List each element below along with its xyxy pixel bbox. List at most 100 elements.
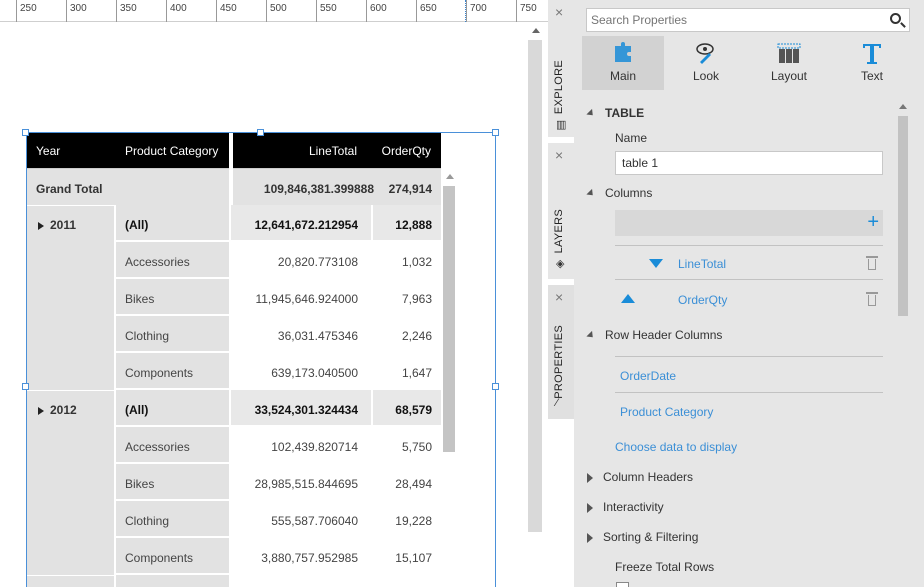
header-order-qty[interactable]: OrderQty: [381, 144, 431, 158]
resize-handle-left[interactable]: [22, 383, 29, 390]
section-sorting-filtering[interactable]: Sorting & Filtering: [587, 530, 698, 544]
ruler-position-marker: [465, 0, 466, 22]
tab-main[interactable]: Main: [582, 36, 664, 90]
canvas-vertical-scrollbar[interactable]: [526, 22, 548, 587]
category-label: Accessories: [125, 255, 190, 269]
line-total-value: 28,985,515.844695: [254, 477, 358, 491]
tab-look-label: Look: [692, 69, 720, 83]
grand-total-line-total: 109,846,381.399888: [263, 182, 374, 196]
tab-text[interactable]: Text: [831, 36, 913, 90]
search-input[interactable]: [591, 12, 871, 28]
category-label: Bikes: [125, 292, 155, 306]
order-qty-value: 12,888: [395, 218, 432, 232]
row-header-order-date[interactable]: OrderDate: [620, 369, 677, 383]
category-label: Clothing: [125, 329, 170, 343]
table-cell: [231, 390, 371, 425]
line-total-value: 11,945,646.924000: [255, 292, 358, 306]
table-scrollbar-thumb[interactable]: [443, 186, 455, 452]
row-header-product-category[interactable]: Product Category: [620, 405, 714, 419]
table-row-header: [116, 501, 229, 536]
next-group-cell: [116, 575, 229, 587]
section-interactivity[interactable]: Interactivity: [587, 500, 664, 514]
header-product-category[interactable]: Product Category: [125, 144, 219, 158]
next-group-cell: [26, 575, 114, 587]
table-cell: [371, 538, 441, 573]
ruler-tick-label: 250: [20, 3, 37, 14]
table-cell: [371, 501, 441, 536]
grand-total-label: Grand Total: [36, 182, 103, 196]
tab-layers[interactable]: × LAYERS ◈: [548, 143, 574, 279]
expand-icon[interactable]: [38, 221, 44, 230]
choose-data-link[interactable]: Choose data to display: [615, 440, 738, 454]
scroll-up-arrow-icon[interactable]: [899, 104, 907, 109]
tab-explore-label: EXPLORE: [553, 60, 565, 115]
canvas-scroll-thumb[interactable]: [528, 40, 542, 532]
section-column-headers[interactable]: Column Headers: [587, 470, 693, 484]
resize-handle-right[interactable]: [492, 383, 499, 390]
delete-icon[interactable]: [866, 256, 878, 270]
table-row-header: [116, 538, 229, 573]
delete-icon[interactable]: [866, 292, 878, 306]
name-field[interactable]: table 1: [615, 151, 883, 175]
divider: [615, 356, 883, 357]
section-table-title: TABLE: [605, 106, 645, 120]
search-box[interactable]: [586, 8, 910, 32]
header-line-total[interactable]: LineTotal: [308, 144, 357, 158]
ruler-tick-label: 700: [470, 3, 487, 14]
order-qty-value: 1,032: [401, 255, 432, 269]
tab-properties[interactable]: × PROPERTIES ⁄: [548, 285, 574, 419]
table-cell: [371, 279, 441, 314]
table-cell: [231, 316, 371, 351]
section-row-header-columns[interactable]: Row Header Columns: [586, 328, 722, 342]
search-icon[interactable]: [890, 13, 901, 24]
close-icon[interactable]: ×: [555, 4, 564, 20]
layout-columns-icon: [777, 43, 801, 63]
table-cell: [231, 427, 371, 462]
sort-ascending-icon[interactable]: [621, 294, 635, 303]
puzzle-icon: [615, 42, 631, 62]
section-columns-title: Columns: [605, 186, 653, 200]
table-cell: [231, 464, 371, 499]
header-year[interactable]: Year: [36, 144, 61, 158]
row-header-bar: Year Product Category: [26, 133, 229, 168]
expand-icon: [587, 502, 593, 513]
freeze-total-rows-checkbox[interactable]: [616, 582, 629, 587]
design-canvas[interactable]: 250 300 350 400 450 500 550 600 650 700 750 Year P…: [0, 0, 548, 587]
divider: [615, 279, 883, 280]
ruler-tick: 550: [316, 0, 337, 22]
tab-layout[interactable]: Layout: [748, 36, 830, 90]
resize-handle-top-right[interactable]: [492, 129, 499, 136]
order-qty-value: 28,494: [395, 477, 432, 491]
column-line-total[interactable]: LineTotal: [678, 257, 727, 271]
close-icon[interactable]: ×: [555, 289, 564, 305]
panel-scroll-thumb[interactable]: [898, 116, 908, 316]
resize-handle-top[interactable]: [257, 129, 264, 136]
ruler-tick-label: 450: [220, 3, 237, 14]
ruler-tick-label: 550: [320, 3, 337, 14]
ruler-tick-label: 650: [420, 3, 437, 14]
close-icon[interactable]: ×: [555, 147, 564, 163]
resize-handle-top-left[interactable]: [22, 129, 29, 136]
order-qty-value: 15,107: [395, 551, 432, 565]
year-label[interactable]: 2011: [38, 218, 76, 232]
table-scroll-up-icon[interactable]: [446, 174, 454, 179]
tab-explore[interactable]: × EXPLORE ▥: [548, 0, 574, 137]
section-columns[interactable]: Columns: [586, 186, 653, 200]
column-order-qty[interactable]: OrderQty: [678, 293, 728, 307]
panel-scrollbar[interactable]: [896, 100, 910, 587]
year-label[interactable]: 2012: [38, 403, 77, 417]
columns-drop-zone[interactable]: +: [615, 210, 883, 236]
scroll-up-arrow-icon[interactable]: [532, 28, 540, 33]
ruler-tick: 400: [166, 0, 187, 22]
add-column-icon[interactable]: +: [867, 211, 879, 233]
tab-look[interactable]: Look: [665, 36, 747, 90]
section-table[interactable]: TABLE: [586, 106, 645, 120]
ruler-tick: 600: [366, 0, 387, 22]
table-cell: [231, 205, 371, 240]
order-qty-value: 2,246: [401, 329, 432, 343]
ruler-tick-label: 750: [520, 3, 537, 14]
sort-descending-icon[interactable]: [649, 259, 663, 268]
expand-icon[interactable]: [38, 406, 44, 415]
expand-icon: [587, 472, 593, 483]
